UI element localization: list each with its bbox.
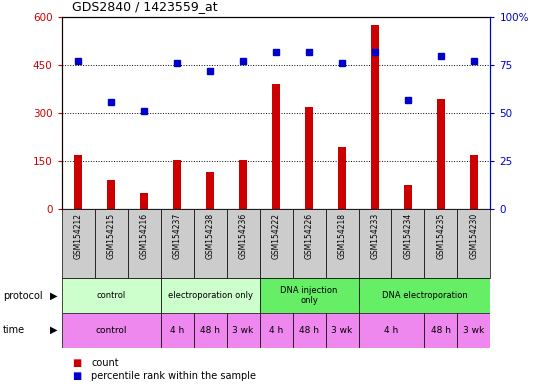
- Text: count: count: [91, 358, 119, 368]
- Bar: [338, 147, 346, 209]
- Text: GSM154234: GSM154234: [404, 213, 413, 259]
- Bar: [239, 160, 247, 209]
- Text: 3 wk: 3 wk: [463, 326, 485, 335]
- Text: GSM154212: GSM154212: [73, 213, 83, 259]
- Text: GDS2840 / 1423559_at: GDS2840 / 1423559_at: [72, 0, 218, 13]
- Text: GSM154233: GSM154233: [370, 213, 379, 259]
- Bar: [293, 313, 325, 348]
- Bar: [74, 155, 82, 209]
- Text: 3 wk: 3 wk: [233, 326, 254, 335]
- Bar: [193, 313, 227, 348]
- Bar: [259, 278, 359, 313]
- Bar: [161, 313, 193, 348]
- Bar: [227, 209, 259, 278]
- Text: GSM154226: GSM154226: [304, 213, 314, 259]
- Bar: [425, 313, 457, 348]
- Text: percentile rank within the sample: percentile rank within the sample: [91, 371, 256, 381]
- Bar: [259, 313, 293, 348]
- Text: GSM154238: GSM154238: [206, 213, 214, 259]
- Text: GSM154236: GSM154236: [239, 213, 248, 259]
- Bar: [62, 313, 161, 348]
- Text: GSM154230: GSM154230: [470, 213, 479, 259]
- Text: GSM154222: GSM154222: [272, 213, 280, 259]
- Bar: [325, 209, 359, 278]
- Text: control: control: [95, 326, 127, 335]
- Bar: [457, 313, 490, 348]
- Bar: [193, 209, 227, 278]
- Text: ▶: ▶: [50, 325, 57, 335]
- Text: time: time: [3, 325, 25, 335]
- Text: GSM154218: GSM154218: [338, 213, 346, 259]
- Text: 4 h: 4 h: [384, 326, 399, 335]
- Bar: [371, 25, 379, 209]
- Bar: [161, 278, 259, 313]
- Bar: [457, 209, 490, 278]
- Text: GSM154215: GSM154215: [107, 213, 116, 259]
- Bar: [140, 193, 148, 209]
- Text: 3 wk: 3 wk: [331, 326, 353, 335]
- Text: ■: ■: [72, 371, 81, 381]
- Bar: [325, 313, 359, 348]
- Text: GSM154216: GSM154216: [139, 213, 148, 259]
- Text: GSM154237: GSM154237: [173, 213, 182, 259]
- Text: 4 h: 4 h: [170, 326, 184, 335]
- Bar: [293, 209, 325, 278]
- Text: electroporation only: electroporation only: [168, 291, 252, 300]
- Bar: [173, 160, 181, 209]
- Text: 48 h: 48 h: [200, 326, 220, 335]
- Bar: [95, 209, 128, 278]
- Bar: [425, 209, 457, 278]
- Bar: [359, 209, 391, 278]
- Bar: [359, 278, 490, 313]
- Bar: [128, 209, 161, 278]
- Bar: [272, 84, 280, 209]
- Bar: [161, 209, 193, 278]
- Bar: [206, 172, 214, 209]
- Bar: [259, 209, 293, 278]
- Bar: [437, 99, 445, 209]
- Bar: [391, 209, 425, 278]
- Text: DNA injection
only: DNA injection only: [280, 286, 338, 305]
- Bar: [227, 313, 259, 348]
- Text: 48 h: 48 h: [431, 326, 451, 335]
- Text: ▶: ▶: [50, 291, 57, 301]
- Text: 48 h: 48 h: [299, 326, 319, 335]
- Text: 4 h: 4 h: [269, 326, 283, 335]
- Text: ■: ■: [72, 358, 81, 368]
- Text: protocol: protocol: [3, 291, 42, 301]
- Bar: [62, 278, 161, 313]
- Bar: [305, 107, 313, 209]
- Bar: [470, 155, 478, 209]
- Bar: [359, 313, 425, 348]
- Bar: [107, 180, 115, 209]
- Text: GSM154235: GSM154235: [436, 213, 445, 259]
- Bar: [62, 209, 95, 278]
- Text: DNA electroporation: DNA electroporation: [382, 291, 467, 300]
- Bar: [404, 185, 412, 209]
- Text: control: control: [96, 291, 126, 300]
